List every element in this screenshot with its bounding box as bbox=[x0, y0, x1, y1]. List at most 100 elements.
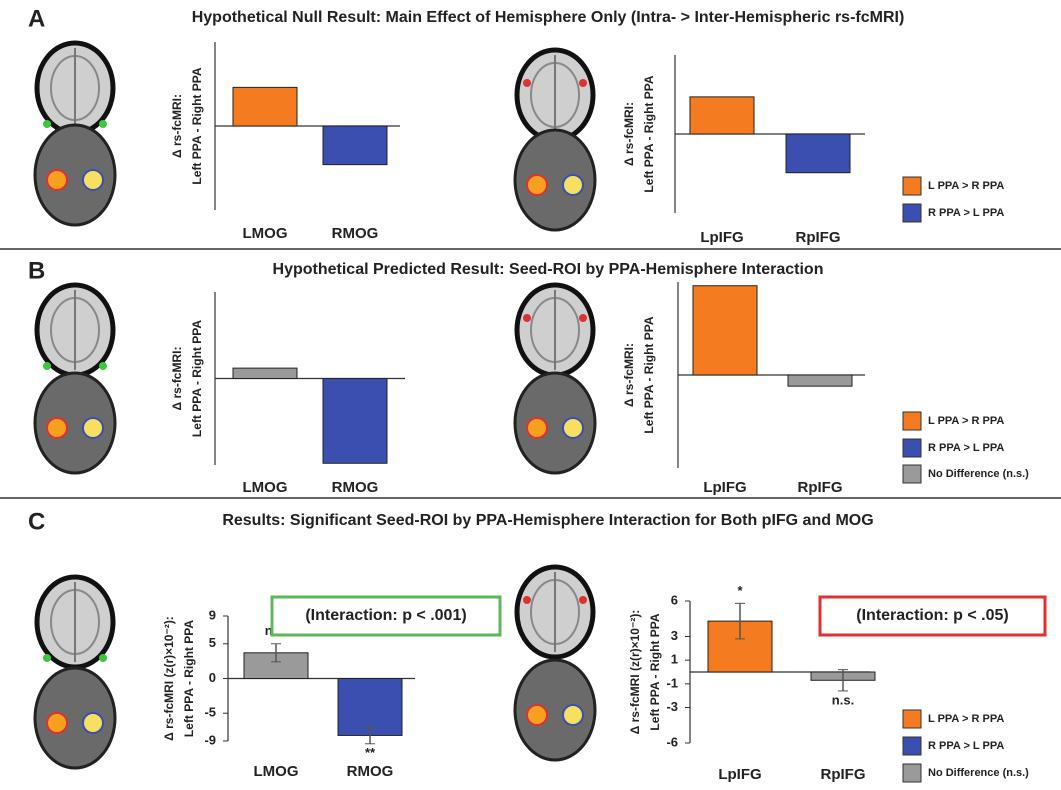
legend-swatch bbox=[903, 465, 921, 483]
seed-right bbox=[83, 170, 103, 190]
y-tick-label: 9 bbox=[209, 607, 216, 622]
legend-label: L PPA > R PPA bbox=[928, 180, 1004, 192]
legend-swatch bbox=[903, 710, 921, 728]
y-axis-label: Δ rs-fcMRI: bbox=[622, 343, 636, 407]
brain-scan bbox=[515, 373, 595, 473]
x-tick-label: LMOG bbox=[243, 225, 288, 242]
roi-dot bbox=[523, 79, 531, 87]
x-tick-label: RpIFG bbox=[796, 229, 841, 246]
y-tick-label: -9 bbox=[204, 732, 216, 747]
roi-dot bbox=[99, 120, 107, 128]
seed-right bbox=[563, 175, 583, 195]
seed-left bbox=[47, 713, 67, 733]
roi-dot bbox=[523, 596, 531, 604]
x-tick-label: RMOG bbox=[332, 479, 379, 496]
note-text: (Interaction: p < .05) bbox=[856, 607, 1008, 624]
x-tick-label: LpIFG bbox=[700, 229, 743, 246]
y-axis-label: Δ rs-fcMRI: bbox=[170, 347, 184, 411]
bar bbox=[323, 126, 387, 165]
y-tick-label: 0 bbox=[209, 670, 216, 685]
significance-note: n.s. bbox=[832, 692, 854, 707]
roi-dot bbox=[43, 362, 51, 370]
panel-label: B bbox=[28, 257, 45, 284]
bar bbox=[233, 87, 297, 126]
roi-dot bbox=[579, 314, 587, 322]
brain-scan bbox=[515, 660, 595, 760]
seed-right bbox=[83, 418, 103, 438]
x-tick-label: RpIFG bbox=[821, 766, 866, 783]
roi-dot bbox=[523, 314, 531, 322]
legend-label: R PPA > L PPA bbox=[928, 740, 1004, 752]
brain-scan bbox=[35, 373, 115, 473]
bar bbox=[788, 375, 852, 386]
y-axis-label: Left PPA - Right PPA bbox=[182, 620, 196, 737]
roi-dot bbox=[99, 654, 107, 662]
y-tick-label: 3 bbox=[671, 628, 678, 643]
y-axis-label: Left PPA - Right PPA bbox=[642, 316, 656, 433]
x-tick-label: RMOG bbox=[347, 763, 394, 780]
note-text: (Interaction: p < .001) bbox=[305, 607, 466, 624]
y-tick-label: -6 bbox=[666, 734, 678, 749]
panel-label: C bbox=[28, 508, 45, 535]
y-axis-label: Δ rs-fcMRI (z(r)×10⁻²): bbox=[162, 616, 176, 741]
panel-title: Hypothetical Null Result: Main Effect of… bbox=[192, 9, 905, 26]
y-axis-label: Δ rs-fcMRI: bbox=[170, 94, 184, 158]
seed-right bbox=[563, 418, 583, 438]
y-tick-label: -1 bbox=[666, 675, 678, 690]
y-axis-label: Δ rs-fcMRI (z(r)×10⁻²): bbox=[628, 610, 642, 735]
legend-label: L PPA > R PPA bbox=[928, 713, 1004, 725]
legend-label: R PPA > L PPA bbox=[928, 207, 1004, 219]
y-axis-label: Left PPA - Right PPA bbox=[648, 613, 662, 730]
x-tick-label: RMOG bbox=[332, 225, 379, 242]
seed-right bbox=[83, 713, 103, 733]
legend-label: L PPA > R PPA bbox=[928, 415, 1004, 427]
bar bbox=[690, 97, 754, 134]
roi-dot bbox=[99, 362, 107, 370]
roi-dot bbox=[579, 79, 587, 87]
y-axis-label: Δ rs-fcMRI: bbox=[622, 102, 636, 166]
legend-label: R PPA > L PPA bbox=[928, 442, 1004, 454]
panel-label: A bbox=[28, 5, 45, 32]
roi-dot bbox=[579, 596, 587, 604]
significance-note: * bbox=[737, 583, 743, 598]
brain-scan bbox=[515, 130, 595, 230]
bar bbox=[323, 379, 387, 464]
seed-left bbox=[47, 170, 67, 190]
legend-label: No Difference (n.s.) bbox=[928, 468, 1029, 480]
y-tick-label: 1 bbox=[671, 652, 678, 667]
legend-swatch bbox=[903, 764, 921, 782]
figure: A Hypothetical Null Result: Main Effect o… bbox=[0, 0, 1061, 790]
y-axis-label: Left PPA - Right PPA bbox=[190, 320, 204, 437]
roi-dot bbox=[43, 120, 51, 128]
seed-left bbox=[527, 418, 547, 438]
x-tick-label: LpIFG bbox=[718, 766, 761, 783]
legend-swatch bbox=[903, 412, 921, 430]
y-tick-label: -5 bbox=[204, 705, 216, 720]
x-tick-label: RpIFG bbox=[798, 479, 843, 496]
y-tick-label: 6 bbox=[671, 592, 678, 607]
significance-note: ** bbox=[365, 745, 376, 760]
bar bbox=[233, 368, 297, 378]
legend-swatch bbox=[903, 204, 921, 222]
brain-scan bbox=[35, 668, 115, 768]
seed-left bbox=[527, 705, 547, 725]
seed-left bbox=[47, 418, 67, 438]
roi-dot bbox=[43, 654, 51, 662]
x-tick-label: LpIFG bbox=[703, 479, 746, 496]
y-axis-label: Left PPA - Right PPA bbox=[642, 75, 656, 192]
y-tick-label: 5 bbox=[209, 635, 216, 650]
panel-title: Results: Significant Seed-ROI by PPA-Hem… bbox=[222, 512, 873, 529]
bar bbox=[786, 134, 850, 173]
x-tick-label: LMOG bbox=[254, 763, 299, 780]
legend-label: No Difference (n.s.) bbox=[928, 767, 1029, 779]
panel-title: Hypothetical Predicted Result: Seed-ROI … bbox=[273, 261, 824, 278]
x-tick-label: LMOG bbox=[243, 479, 288, 496]
legend-swatch bbox=[903, 439, 921, 457]
seed-left bbox=[527, 175, 547, 195]
y-tick-label: -3 bbox=[666, 699, 678, 714]
bar bbox=[693, 286, 757, 375]
brain-scan bbox=[35, 125, 115, 225]
legend-swatch bbox=[903, 737, 921, 755]
legend-swatch bbox=[903, 177, 921, 195]
seed-right bbox=[563, 705, 583, 725]
